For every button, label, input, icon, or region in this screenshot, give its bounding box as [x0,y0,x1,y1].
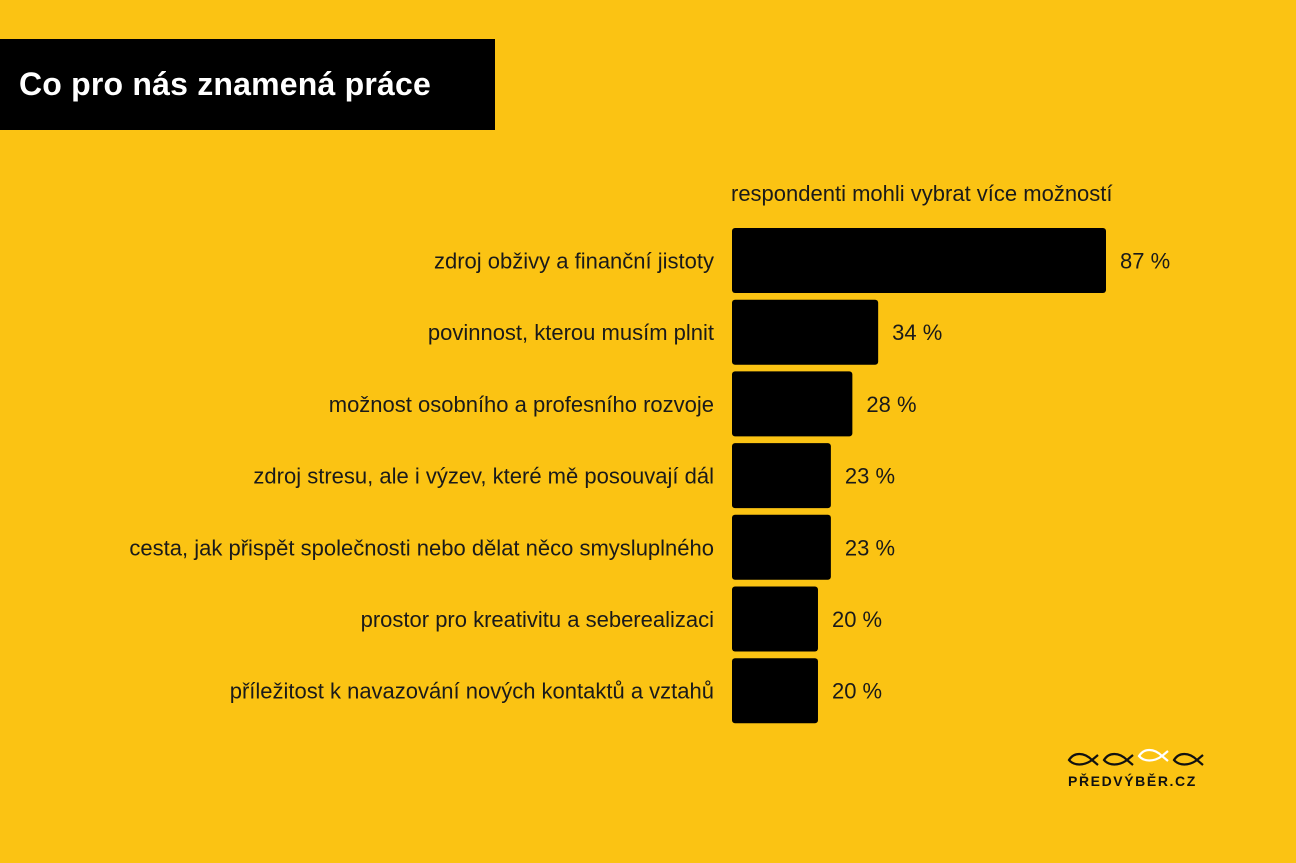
bar-6 [732,586,818,652]
value-label: 23 % [845,464,895,489]
category-label: cesta, jak přispět společnosti nebo děla… [129,535,714,560]
category-label: zdroj obživy a finanční jistoty [434,249,714,274]
category-label: možnost osobního a profesního rozvoje [329,392,714,417]
title-box: Co pro nás znamená práce [0,39,495,130]
bar-2 [732,299,879,365]
value-label: 87 % [1120,249,1170,274]
value-label: 34 % [892,320,942,345]
category-label: příležitost k navazování nových kontaktů… [230,679,714,704]
logo-text: PŘEDVÝBĚR.CZ [1068,773,1197,789]
bar-7 [732,658,818,724]
bar-3 [732,371,853,437]
value-label: 20 % [832,607,882,632]
fish-icons [1067,748,1204,766]
value-label: 20 % [832,679,882,704]
bar-5 [732,514,831,580]
bar-1 [732,228,1106,293]
value-label: 23 % [845,535,895,560]
category-label: povinnost, kterou musím plnit [428,320,714,345]
category-label: prostor pro kreativitu a seberealizaci [361,607,714,632]
page-title: Co pro nás znamená práce [19,66,432,102]
brand-logo: PŘEDVÝBĚR.CZ [1066,746,1206,792]
category-label: zdroj stresu, ale i výzev, které mě poso… [253,464,714,489]
chart-subtitle: respondenti mohli vybrat více možností [731,181,1113,206]
value-label: 28 % [866,392,916,417]
bar-4 [732,443,831,509]
